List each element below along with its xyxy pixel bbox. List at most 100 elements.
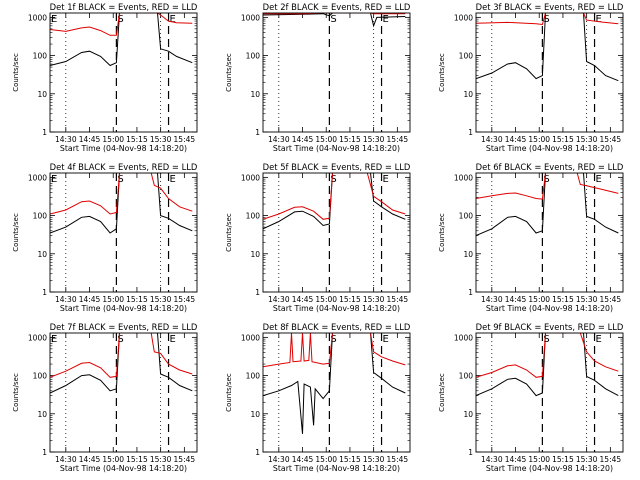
marker-label-E: E <box>596 14 602 25</box>
series-line-lld <box>476 333 619 378</box>
y-tick-label: 100 <box>33 212 48 221</box>
y-tick-label: 10 <box>463 410 473 419</box>
x-tick-label: 15:15 <box>339 295 361 304</box>
x-tick-label: 15:45 <box>387 295 409 304</box>
y-tick-label: 10 <box>37 90 47 99</box>
y-tick-label: 10 <box>463 90 473 99</box>
x-tick-label: 14:30 <box>481 135 503 144</box>
marker-label-S: S <box>330 14 336 25</box>
series-line-lld <box>263 333 406 368</box>
y-axis-label: Counts/sec <box>438 213 446 252</box>
x-tick-label: 14:45 <box>79 135 101 144</box>
series-line-lld <box>476 173 619 200</box>
y-tick-label: 1 <box>42 128 47 137</box>
x-tick-label: 15:00 <box>315 295 337 304</box>
y-tick-label: 10 <box>463 250 473 259</box>
series-line-events <box>476 13 619 82</box>
series-line-events <box>50 13 193 67</box>
x-tick-label: 15:15 <box>552 295 574 304</box>
panel-title: Det 3f BLACK = Events, RED = LLD <box>476 2 624 12</box>
y-tick-label: 1000 <box>241 13 260 22</box>
panel-title: Det 7f BLACK = Events, RED = LLD <box>50 322 198 332</box>
plot-frame <box>475 332 624 453</box>
y-tick-label: 1000 <box>454 333 473 342</box>
y-tick-label: 1 <box>255 448 260 457</box>
detector-panel-6: Det 6f BLACK = Events, RED = LLD Counts/s… <box>438 162 624 313</box>
marker-label-E: E <box>51 174 57 185</box>
x-tick-label: 14:45 <box>505 135 527 144</box>
x-tick-label: 15:30 <box>150 455 172 464</box>
x-tick-label: 14:30 <box>268 295 290 304</box>
series-line-lld <box>476 13 619 26</box>
y-axis-label: Counts/sec <box>12 373 20 412</box>
marker-label-E: E <box>383 14 389 25</box>
x-tick-label: 14:30 <box>268 135 290 144</box>
detector-panel-5: Det 5f BLACK = Events, RED = LLD Counts/s… <box>225 162 411 313</box>
y-axis-label: Counts/sec <box>438 53 446 92</box>
y-axis-label: Counts/sec <box>438 373 446 412</box>
marker-label-E: E <box>170 174 176 185</box>
x-tick-label: 15:45 <box>174 295 196 304</box>
detector-panel-3: Det 3f BLACK = Events, RED = LLD Counts/s… <box>438 2 624 153</box>
panel-title: Det 5f BLACK = Events, RED = LLD <box>263 162 411 172</box>
y-tick-label: 1 <box>468 128 473 137</box>
series-line-lld <box>263 173 406 220</box>
plot-frame <box>475 172 624 293</box>
y-tick-label: 1000 <box>28 173 47 182</box>
plot-frame <box>262 332 411 453</box>
x-tick-label: 14:30 <box>481 295 503 304</box>
plot-frame <box>49 172 198 293</box>
y-tick-label: 10 <box>37 410 47 419</box>
marker-label-E: E <box>596 174 602 185</box>
series-line-lld <box>50 13 193 36</box>
panel-title: Det 8f BLACK = Events, RED = LLD <box>263 322 411 332</box>
marker-label-S: S <box>117 14 123 25</box>
series-line-events <box>476 173 619 237</box>
y-tick-label: 100 <box>459 372 474 381</box>
panel-title: Det 4f BLACK = Events, RED = LLD <box>50 162 198 172</box>
x-tick-label: 15:45 <box>600 455 622 464</box>
x-tick-label: 14:30 <box>55 455 77 464</box>
marker-label-S: S <box>117 334 123 345</box>
y-tick-label: 1000 <box>241 173 260 182</box>
series-line-events <box>263 333 406 434</box>
x-tick-label: 15:30 <box>576 455 598 464</box>
x-tick-label: 15:15 <box>552 135 574 144</box>
y-tick-label: 1000 <box>454 173 473 182</box>
detector-panel-9: Det 9f BLACK = Events, RED = LLD Counts/s… <box>438 322 624 473</box>
y-tick-label: 1000 <box>28 13 47 22</box>
x-tick-label: 15:45 <box>600 135 622 144</box>
x-axis-label: Start Time (04-Nov-98 14:18:20) <box>273 304 400 313</box>
marker-label-S: S <box>330 334 336 345</box>
x-tick-label: 15:15 <box>339 455 361 464</box>
marker-label-E: E <box>170 14 176 25</box>
x-tick-label: 15:45 <box>387 455 409 464</box>
y-tick-label: 1000 <box>28 333 47 342</box>
x-axis-label: Start Time (04-Nov-98 14:18:20) <box>273 144 400 153</box>
x-tick-label: 15:15 <box>339 135 361 144</box>
y-tick-label: 100 <box>246 52 261 61</box>
x-tick-label: 15:00 <box>528 455 550 464</box>
x-axis-label: Start Time (04-Nov-98 14:18:20) <box>486 144 613 153</box>
detector-panel-1: Det 1f BLACK = Events, RED = LLD Counts/s… <box>12 2 198 153</box>
x-tick-label: 15:00 <box>315 455 337 464</box>
y-axis-label: Counts/sec <box>225 213 233 252</box>
marker-label-E: E <box>51 334 57 345</box>
marker-label-S: S <box>117 174 123 185</box>
y-tick-label: 1 <box>255 128 260 137</box>
x-axis-label: Start Time (04-Nov-98 14:18:20) <box>486 464 613 473</box>
plot-frame <box>475 12 624 133</box>
series-line-events <box>263 173 406 230</box>
series-line-lld <box>50 173 193 215</box>
detector-panel-4: Det 4f BLACK = Events, RED = LLD Counts/s… <box>12 162 198 313</box>
marker-label-E: E <box>51 14 57 25</box>
x-tick-label: 15:30 <box>150 295 172 304</box>
x-tick-label: 14:30 <box>481 455 503 464</box>
x-tick-label: 14:30 <box>55 295 77 304</box>
marker-label-E: E <box>383 334 389 345</box>
series-line-lld <box>263 13 406 15</box>
marker-label-S: S <box>543 14 549 25</box>
x-tick-label: 14:45 <box>292 295 314 304</box>
x-axis-label: Start Time (04-Nov-98 14:18:20) <box>486 304 613 313</box>
